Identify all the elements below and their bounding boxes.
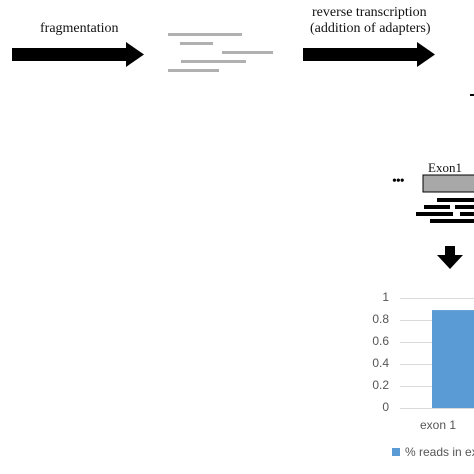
fragmentation-label: fragmentation: [40, 21, 119, 36]
legend-label: % reads in ex: [405, 445, 474, 459]
y-tick-label: 0.8: [372, 312, 389, 326]
reverse-transcription-label: reverse transcription: [312, 5, 427, 20]
fragment-line: [181, 60, 246, 63]
y-tick-label: 0: [382, 400, 389, 414]
y-tick-label: 0.4: [372, 356, 389, 370]
exon1-box: [422, 174, 474, 193]
adapters-label: (addition of adapters): [310, 21, 431, 36]
y-tick-label: 1: [382, 290, 389, 304]
read-line: [437, 198, 474, 202]
bar-exon-1: [432, 310, 474, 408]
process-arrow-fragmentation: [12, 42, 144, 67]
read-line: [460, 212, 474, 216]
x-tick-label: exon 1: [420, 418, 457, 432]
fragment-line: [222, 51, 273, 54]
y-tick-label: 0.2: [372, 378, 389, 392]
cropped-mark: [470, 94, 474, 96]
rna-fragments: [168, 33, 273, 72]
legend-swatch: [392, 448, 400, 456]
sequencing-reads: [416, 198, 474, 223]
exon1-label: Exon1: [428, 160, 462, 175]
bar-chart: [392, 298, 474, 456]
down-arrow: [437, 246, 463, 269]
fragment-line: [168, 33, 242, 36]
process-arrow-reverse-transcription: [303, 42, 435, 67]
fragment-line: [180, 42, 213, 45]
read-line: [455, 205, 474, 209]
y-tick-label: 0.6: [372, 334, 389, 348]
read-line: [416, 212, 453, 216]
read-line: [424, 205, 450, 209]
fragment-line: [168, 69, 219, 72]
read-line: [430, 219, 474, 223]
ellipsis-dots: •••: [392, 174, 405, 189]
